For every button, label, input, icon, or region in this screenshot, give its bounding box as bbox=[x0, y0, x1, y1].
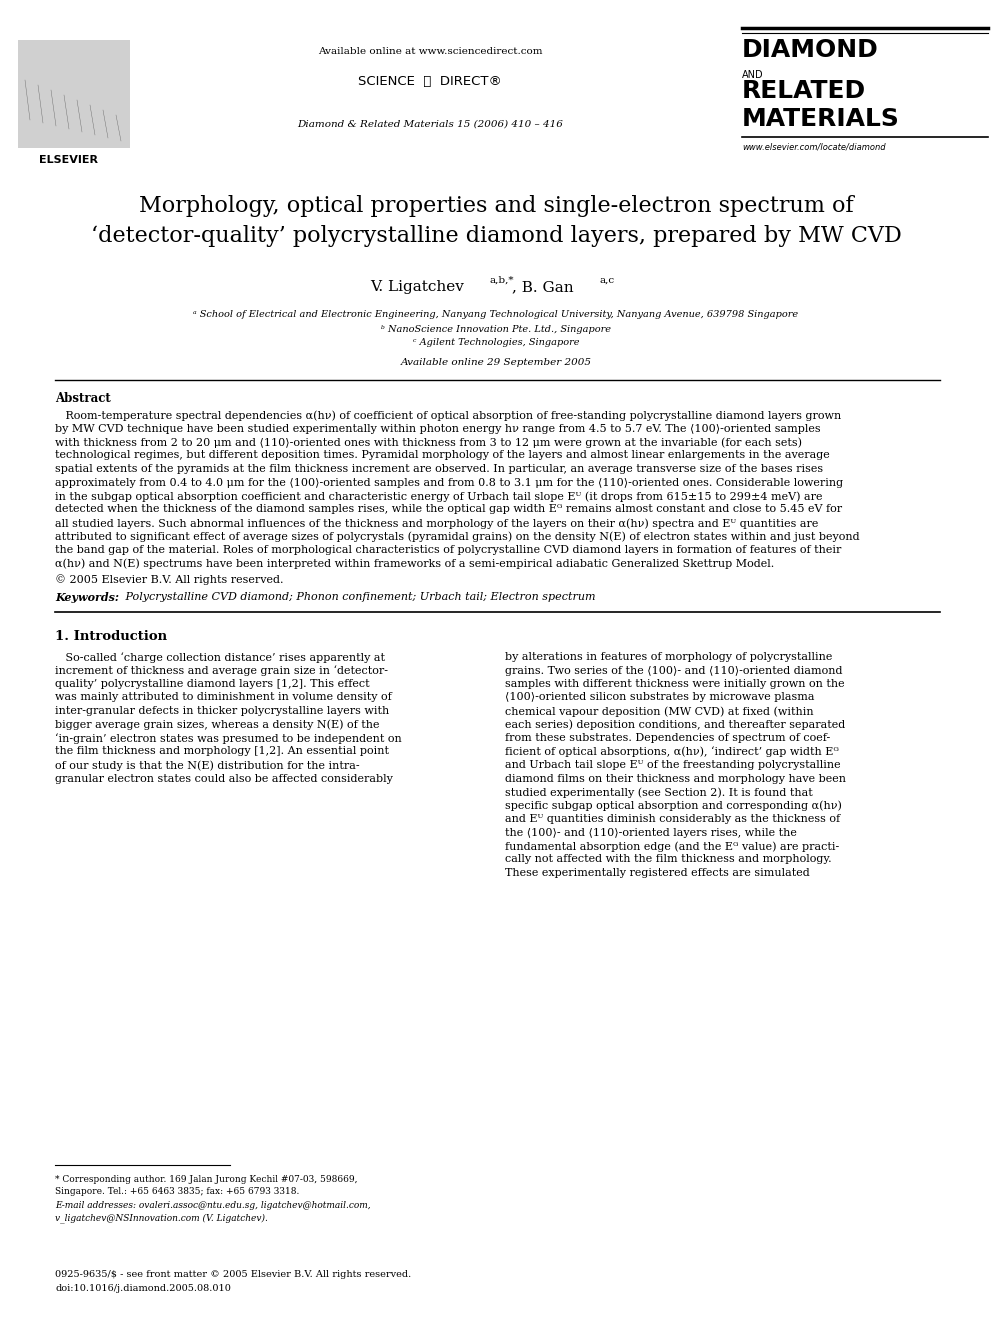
Text: diamond films on their thickness and morphology have been: diamond films on their thickness and mor… bbox=[505, 774, 846, 783]
Text: © 2005 Elsevier B.V. All rights reserved.: © 2005 Elsevier B.V. All rights reserved… bbox=[55, 574, 284, 585]
Text: Keywords:: Keywords: bbox=[55, 591, 119, 603]
Text: in the subgap optical absorption coefficient and characteristic energy of Urbach: in the subgap optical absorption coeffic… bbox=[55, 491, 822, 501]
Text: ficient of optical absorptions, α(hν), ‘indirect’ gap width Eᴳ: ficient of optical absorptions, α(hν), ‘… bbox=[505, 746, 839, 757]
Text: from these substrates. Dependencies of spectrum of coef-: from these substrates. Dependencies of s… bbox=[505, 733, 830, 744]
Text: each series) deposition conditions, and thereafter separated: each series) deposition conditions, and … bbox=[505, 720, 845, 730]
Text: So-called ‘charge collection distance’ rises apparently at: So-called ‘charge collection distance’ r… bbox=[55, 652, 385, 663]
Text: of our study is that the N(E) distribution for the intra-: of our study is that the N(E) distributi… bbox=[55, 759, 360, 770]
Text: specific subgap optical absorption and corresponding α(hν): specific subgap optical absorption and c… bbox=[505, 800, 842, 811]
Text: bigger average grain sizes, whereas a density N(E) of the: bigger average grain sizes, whereas a de… bbox=[55, 720, 380, 730]
Text: Available online at www.sciencedirect.com: Available online at www.sciencedirect.co… bbox=[317, 48, 543, 56]
Text: α(hν) and N(E) spectrums have been interpreted within frameworks of a semi-empir: α(hν) and N(E) spectrums have been inter… bbox=[55, 558, 774, 569]
Text: www.elsevier.com/locate/diamond: www.elsevier.com/locate/diamond bbox=[742, 142, 886, 151]
Text: detected when the thickness of the diamond samples rises, while the optical gap : detected when the thickness of the diamo… bbox=[55, 504, 842, 515]
Text: , B. Gan: , B. Gan bbox=[512, 280, 578, 294]
Text: spatial extents of the pyramids at the film thickness increment are observed. In: spatial extents of the pyramids at the f… bbox=[55, 464, 823, 474]
Text: 0925-9635/$ - see front matter © 2005 Elsevier B.V. All rights reserved.: 0925-9635/$ - see front matter © 2005 El… bbox=[55, 1270, 412, 1279]
Text: technological regimes, but different deposition times. Pyramidal morphology of t: technological regimes, but different dep… bbox=[55, 451, 829, 460]
Text: DIAMOND: DIAMOND bbox=[742, 38, 879, 62]
Text: a,b,*: a,b,* bbox=[490, 277, 515, 284]
Text: Room-temperature spectral dependencies α(hν) of coefficient of optical absorptio: Room-temperature spectral dependencies α… bbox=[55, 410, 841, 421]
Text: Diamond & Related Materials 15 (2006) 410 – 416: Diamond & Related Materials 15 (2006) 41… bbox=[297, 120, 562, 130]
Text: MATERIALS: MATERIALS bbox=[742, 107, 900, 131]
Text: and Urbach tail slope Eᵁ of the freestanding polycrystalline: and Urbach tail slope Eᵁ of the freestan… bbox=[505, 759, 840, 770]
Text: v_ligatchev@NSInnovation.com (V. Ligatchev).: v_ligatchev@NSInnovation.com (V. Ligatch… bbox=[55, 1213, 268, 1222]
Text: the film thickness and morphology [1,2]. An essential point: the film thickness and morphology [1,2].… bbox=[55, 746, 389, 757]
Text: samples with different thickness were initially grown on the: samples with different thickness were in… bbox=[505, 679, 844, 689]
Text: inter-granular defects in thicker polycrystalline layers with: inter-granular defects in thicker polycr… bbox=[55, 706, 389, 716]
Text: cally not affected with the film thickness and morphology.: cally not affected with the film thickne… bbox=[505, 855, 831, 864]
Text: ᵃ School of Electrical and Electronic Engineering, Nanyang Technological Univers: ᵃ School of Electrical and Electronic En… bbox=[193, 310, 799, 319]
Text: the band gap of the material. Roles of morphological characteristics of polycrys: the band gap of the material. Roles of m… bbox=[55, 545, 841, 556]
Text: by alterations in features of morphology of polycrystalline: by alterations in features of morphology… bbox=[505, 652, 832, 662]
Text: AND: AND bbox=[742, 70, 764, 79]
Text: ELSEVIER: ELSEVIER bbox=[39, 155, 97, 165]
Text: These experimentally registered effects are simulated: These experimentally registered effects … bbox=[505, 868, 809, 878]
Text: Singapore. Tel.: +65 6463 3835; fax: +65 6793 3318.: Singapore. Tel.: +65 6463 3835; fax: +65… bbox=[55, 1187, 300, 1196]
Text: ᶜ Agilent Technologies, Singapore: ᶜ Agilent Technologies, Singapore bbox=[413, 337, 579, 347]
Text: E-mail addresses: ovaleri.assoc@ntu.edu.sg, ligatchev@hotmail.com,: E-mail addresses: ovaleri.assoc@ntu.edu.… bbox=[55, 1201, 371, 1211]
Text: Morphology, optical properties and single-electron spectrum of: Morphology, optical properties and singl… bbox=[139, 194, 853, 217]
Text: grains. Two series of the ⟨100⟩- and ⟨110⟩-oriented diamond: grains. Two series of the ⟨100⟩- and ⟨11… bbox=[505, 665, 842, 676]
Text: V. Ligatchev: V. Ligatchev bbox=[370, 280, 469, 294]
Text: a,c: a,c bbox=[600, 277, 615, 284]
Text: SCIENCE  ⓓ  DIRECT®: SCIENCE ⓓ DIRECT® bbox=[358, 75, 502, 89]
Text: RELATED: RELATED bbox=[742, 79, 866, 103]
Text: the ⟨100⟩- and ⟨110⟩-oriented layers rises, while the: the ⟨100⟩- and ⟨110⟩-oriented layers ris… bbox=[505, 827, 797, 837]
Text: fundamental absorption edge (and the Eᴳ value) are practi-: fundamental absorption edge (and the Eᴳ … bbox=[505, 841, 839, 852]
Text: ᵇ NanoScience Innovation Pte. Ltd., Singapore: ᵇ NanoScience Innovation Pte. Ltd., Sing… bbox=[381, 325, 611, 333]
Text: Polycrystalline CVD diamond; Phonon confinement; Urbach tail; Electron spectrum: Polycrystalline CVD diamond; Phonon conf… bbox=[122, 591, 595, 602]
Text: Available online 29 September 2005: Available online 29 September 2005 bbox=[401, 359, 591, 366]
Text: attributed to significant effect of average sizes of polycrystals (pyramidal gra: attributed to significant effect of aver… bbox=[55, 532, 860, 542]
Text: all studied layers. Such abnormal influences of the thickness and morphology of : all studied layers. Such abnormal influe… bbox=[55, 519, 818, 529]
Text: approximately from 0.4 to 4.0 μm for the ⟨100⟩-oriented samples and from 0.8 to : approximately from 0.4 to 4.0 μm for the… bbox=[55, 478, 843, 487]
Text: Abstract: Abstract bbox=[55, 392, 111, 405]
Text: 1. Introduction: 1. Introduction bbox=[55, 630, 167, 643]
Text: was mainly attributed to diminishment in volume density of: was mainly attributed to diminishment in… bbox=[55, 692, 392, 703]
Text: chemical vapour deposition (MW CVD) at fixed (within: chemical vapour deposition (MW CVD) at f… bbox=[505, 706, 813, 717]
Bar bbox=[18, 40, 130, 148]
Text: increment of thickness and average grain size in ‘detector-: increment of thickness and average grain… bbox=[55, 665, 388, 676]
Text: granular electron states could also be affected considerably: granular electron states could also be a… bbox=[55, 774, 393, 783]
Text: quality’ polycrystalline diamond layers [1,2]. This effect: quality’ polycrystalline diamond layers … bbox=[55, 679, 370, 689]
Text: ‘detector-quality’ polycrystalline diamond layers, prepared by MW CVD: ‘detector-quality’ polycrystalline diamo… bbox=[90, 225, 902, 247]
Text: ⟨100⟩-oriented silicon substrates by microwave plasma: ⟨100⟩-oriented silicon substrates by mic… bbox=[505, 692, 814, 703]
Text: by MW CVD technique have been studied experimentally within photon energy hν ran: by MW CVD technique have been studied ex… bbox=[55, 423, 820, 434]
Text: and Eᵁ quantities diminish considerably as the thickness of: and Eᵁ quantities diminish considerably … bbox=[505, 814, 840, 824]
Text: doi:10.1016/j.diamond.2005.08.010: doi:10.1016/j.diamond.2005.08.010 bbox=[55, 1285, 231, 1293]
Text: ‘in-grain’ electron states was presumed to be independent on: ‘in-grain’ electron states was presumed … bbox=[55, 733, 402, 744]
Text: with thickness from 2 to 20 μm and ⟨110⟩-oriented ones with thickness from 3 to : with thickness from 2 to 20 μm and ⟨110⟩… bbox=[55, 437, 802, 447]
Text: studied experimentally (see Section 2). It is found that: studied experimentally (see Section 2). … bbox=[505, 787, 812, 798]
Text: * Corresponding author. 169 Jalan Jurong Kechil #07-03, 598669,: * Corresponding author. 169 Jalan Jurong… bbox=[55, 1175, 357, 1184]
